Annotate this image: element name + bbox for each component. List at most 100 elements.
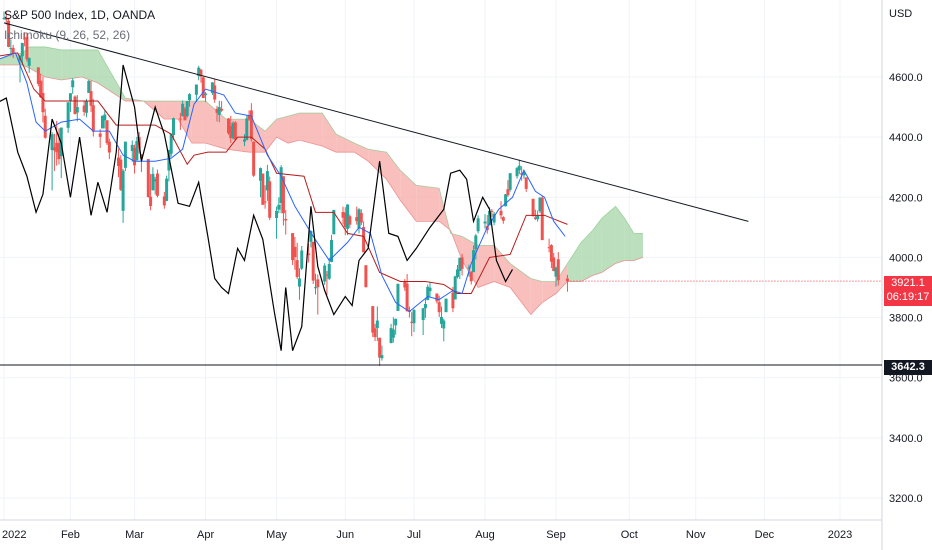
candle-body [249,110,253,140]
candle-body [396,283,400,311]
candle-body [52,147,56,151]
candle-body [359,212,363,223]
candle-body [488,210,492,226]
candle-body [394,318,398,326]
x-tick-label: Sep [546,529,566,541]
candle-body [453,276,457,300]
candle-body [43,115,47,138]
candle-body [23,38,27,40]
candle-body [508,173,512,190]
candle-body [515,168,519,177]
candle-body [346,204,350,229]
candle-body [423,304,427,309]
candle-body [146,159,150,197]
cloud-segment [601,206,616,273]
cloud-segment [276,116,289,144]
candle-body [556,259,560,281]
chart-title: S&P 500 Index, 1D, OANDA [4,8,156,22]
candle-body [483,221,487,224]
candle-body [242,139,246,142]
x-tick-label: Mar [125,529,144,541]
candle-body [119,159,123,190]
y-tick-label: 3400.0 [889,433,923,445]
cloud-segment [530,278,543,315]
cloud-segment [336,134,355,153]
candle-body [130,144,134,151]
candle-body [252,141,256,176]
candle-body [435,293,439,302]
cloud-segment [478,245,495,288]
x-tick-label: 2022 [2,529,26,541]
candle-body [82,105,86,112]
candle-body [490,211,494,213]
candle-body [155,173,159,196]
candle-body [565,278,569,282]
x-tick-label: Nov [686,529,706,541]
candle-body [533,217,537,219]
candle-body [295,260,299,277]
x-tick-label: Aug [475,529,495,541]
cloud-segment [322,113,337,153]
candle-body [405,283,409,312]
cloud-segment [191,101,206,144]
candle-body [277,204,281,210]
candle-body [476,218,480,232]
candle-body [107,141,111,153]
candle-body [456,269,460,277]
cloud-segment [592,218,602,276]
candle-body [554,267,558,277]
y-tick-label: 4400.0 [889,132,923,144]
candle-body [27,58,31,66]
candle-body [245,118,249,141]
candle-body [89,91,93,106]
candle-body [293,246,297,258]
candle-body [210,82,214,93]
candle-body [171,118,175,136]
candle-body [165,178,169,201]
candle-body [103,114,107,121]
cloud-segment [354,143,369,162]
candle-body [162,196,166,206]
candle-body [11,47,15,54]
y-tick-label: 4000.0 [889,252,923,264]
candle-body [307,253,311,256]
countdown-value: 06:19:17 [886,291,930,303]
candle-body [194,84,198,95]
cloud-segment [542,281,556,303]
current-price-tag: 3921.1 06:19:17 [884,276,932,306]
candle-body [538,197,542,212]
candle-body [403,281,407,288]
candle-body [412,310,416,324]
cloud-segment [400,170,417,222]
candle-body [343,212,347,228]
candle-body [117,157,121,167]
indicator-label[interactable]: Ichimoku (9, 26, 52, 26) [4,28,131,42]
candle-body [139,154,143,159]
candle-body [371,306,375,333]
cloud-segment [510,263,531,315]
x-tick-label: Dec [755,529,775,541]
x-tick-label: Apr [197,529,214,541]
candle-body [75,107,79,113]
cloud-segment [416,185,440,222]
candle-body [178,118,182,120]
candle-body [98,133,102,137]
candle-body [474,235,478,250]
candle-body [247,115,251,120]
candle-body [188,94,192,101]
candle-body [2,18,6,20]
cloud-segment [462,236,479,288]
currency-label[interactable]: USD [889,8,913,20]
tenkan-line [0,52,566,313]
candle-body [39,80,43,98]
candle-body [231,123,235,139]
cloud-segment [61,49,82,81]
cloud-segment [205,101,227,150]
candle-body [421,308,425,320]
candle-body [55,142,59,153]
candle-body [135,141,139,161]
candle-body [316,279,320,288]
candle-body [68,93,72,102]
candle-body [522,172,526,176]
